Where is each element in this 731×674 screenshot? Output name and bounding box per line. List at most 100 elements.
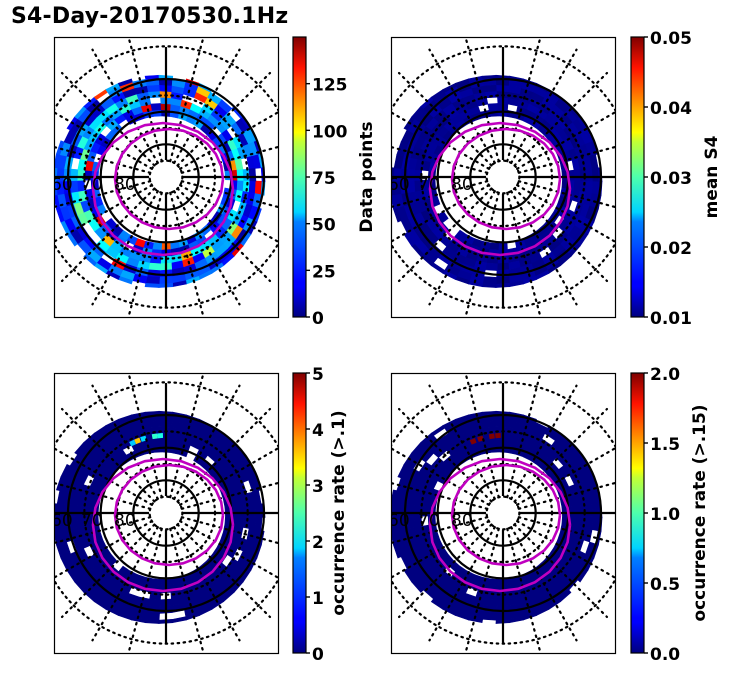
latitude-label-70: 70 [418, 511, 440, 531]
dotted-lat-circle [391, 381, 615, 645]
dotted-lt-spoke [397, 187, 493, 283]
colorbar-tick-label: 5 [312, 365, 324, 385]
latitude-label-70: 70 [81, 175, 103, 195]
colorbar-tick-label: 100 [312, 122, 348, 142]
colorbar-tick-label: 0.0 [650, 645, 680, 665]
dotted-lat-circle [485, 495, 521, 531]
dotted-lt-spoke [516, 447, 615, 506]
plot-area: 60 70 80 [391, 37, 615, 317]
heatmap-hot-cell [134, 437, 142, 445]
dotted-lt-spoke [180, 180, 278, 209]
dotted-lt-spoke [506, 191, 542, 317]
heatmap-hot-cell [469, 438, 477, 445]
dotted-lat-circle [391, 45, 615, 309]
heatmap-cell [172, 616, 187, 624]
heatmap-cell [145, 276, 160, 285]
colorbar-tick-label: 1.5 [650, 435, 680, 455]
dotted-lt-spoke [516, 111, 615, 170]
heatmap-cell [248, 168, 257, 182]
colorbar-tick-label: 2.0 [650, 365, 680, 385]
axes-frame [53, 372, 280, 655]
dotted-lt-spoke [176, 71, 272, 167]
colorbar-gradient [630, 36, 645, 318]
colorbar-tick-label: 25 [312, 262, 336, 282]
heatmap-cell [573, 505, 582, 517]
heatmap-hot-cell [477, 435, 484, 442]
plot-area: 60 70 80 [391, 373, 615, 653]
colorbar-tick-label: 0.5 [650, 575, 680, 595]
heatmap-cell [391, 530, 398, 546]
heatmap-cell [585, 504, 594, 518]
heatmap-cell [573, 179, 582, 192]
dotted-lt-spoke [180, 516, 278, 545]
heatmap-cell [487, 103, 499, 111]
dotted-lt-spoke [180, 481, 278, 510]
heatmap-cell [484, 262, 498, 271]
panel-top-right: 60 70 80 0.01 0.02 0.03 0.04 0.05 mean S4 [390, 29, 722, 329]
heatmap-cell [236, 505, 245, 517]
dotted-lt-spoke [517, 481, 615, 510]
heatmap-cell [117, 78, 133, 87]
heatmap-cell [144, 282, 160, 288]
dotted-lt-spoke [179, 447, 278, 506]
dotted-lt-spoke [506, 373, 542, 499]
dotted-lt-spoke [517, 145, 615, 174]
dotted-lt-spoke [397, 523, 493, 619]
colorbar-gradient [292, 372, 307, 654]
dotted-lt-spoke [513, 71, 609, 167]
dotted-lt-spoke [510, 190, 578, 306]
dotted-lt-spoke [127, 527, 163, 653]
heatmap-hot-cell [495, 433, 501, 439]
colorbar-tick-label: 125 [312, 76, 348, 96]
latitude-label-80: 80 [451, 175, 473, 195]
dotted-lt-spoke [54, 520, 153, 579]
colorbar-tick-label: 0 [312, 645, 324, 665]
heatmap-cell [146, 84, 161, 92]
dotted-lt-spoke [54, 481, 152, 510]
colorbar-tick-label: 0.01 [650, 309, 692, 329]
heatmap-cell [585, 168, 594, 182]
axes-frame [390, 36, 617, 319]
heatmap-cell [54, 530, 61, 546]
heatmap-cell [151, 242, 163, 251]
heatmap-cell [151, 578, 163, 587]
dotted-lt-spoke [169, 373, 205, 499]
heatmap-cell [236, 515, 245, 528]
heatmap-cell [577, 568, 589, 583]
auroral-oval-poleward [450, 127, 562, 231]
heatmap-cell [147, 598, 161, 607]
dotted-lt-spoke [54, 184, 153, 243]
dotted-lt-spoke [391, 184, 490, 243]
heatmap-cell [483, 420, 498, 428]
heatmap-cell [481, 282, 497, 288]
heatmap-cell [248, 180, 257, 194]
latitude-label-70: 70 [418, 175, 440, 195]
dotted-lt-spoke [54, 145, 152, 174]
heatmap-cell [488, 242, 500, 251]
heatmap-cell [391, 194, 398, 210]
dotted-lt-spoke [510, 384, 578, 500]
dotted-lt-spoke [464, 527, 500, 653]
dotted-lt-spoke [54, 516, 152, 545]
colorbar-tick-label: 4 [312, 421, 324, 441]
dotted-lt-spoke [179, 184, 278, 243]
dotted-lt-spoke [391, 516, 489, 545]
colorbar-label: occurrence rate (>.1) [329, 410, 349, 615]
colorbar-gradient [292, 36, 307, 318]
dotted-lt-spoke [176, 407, 272, 503]
dotted-lt-spoke [176, 523, 272, 619]
heatmap-cell [573, 169, 582, 181]
colorbar-tick-label: 1 [312, 589, 324, 609]
heatmap-cell [145, 612, 160, 621]
dotted-lat-circle [54, 381, 278, 645]
auroral-oval-equatorward [428, 457, 572, 593]
dotted-lt-spoke [60, 71, 156, 167]
heatmap-cell [573, 515, 582, 528]
dotted-lt-spoke [173, 384, 241, 500]
dotted-lt-spoke [397, 71, 493, 167]
plot-area: 60 70 80 [54, 37, 278, 317]
auroral-oval-poleward [450, 463, 562, 567]
dotted-lt-spoke [169, 37, 205, 163]
heatmap-cell [484, 598, 498, 607]
